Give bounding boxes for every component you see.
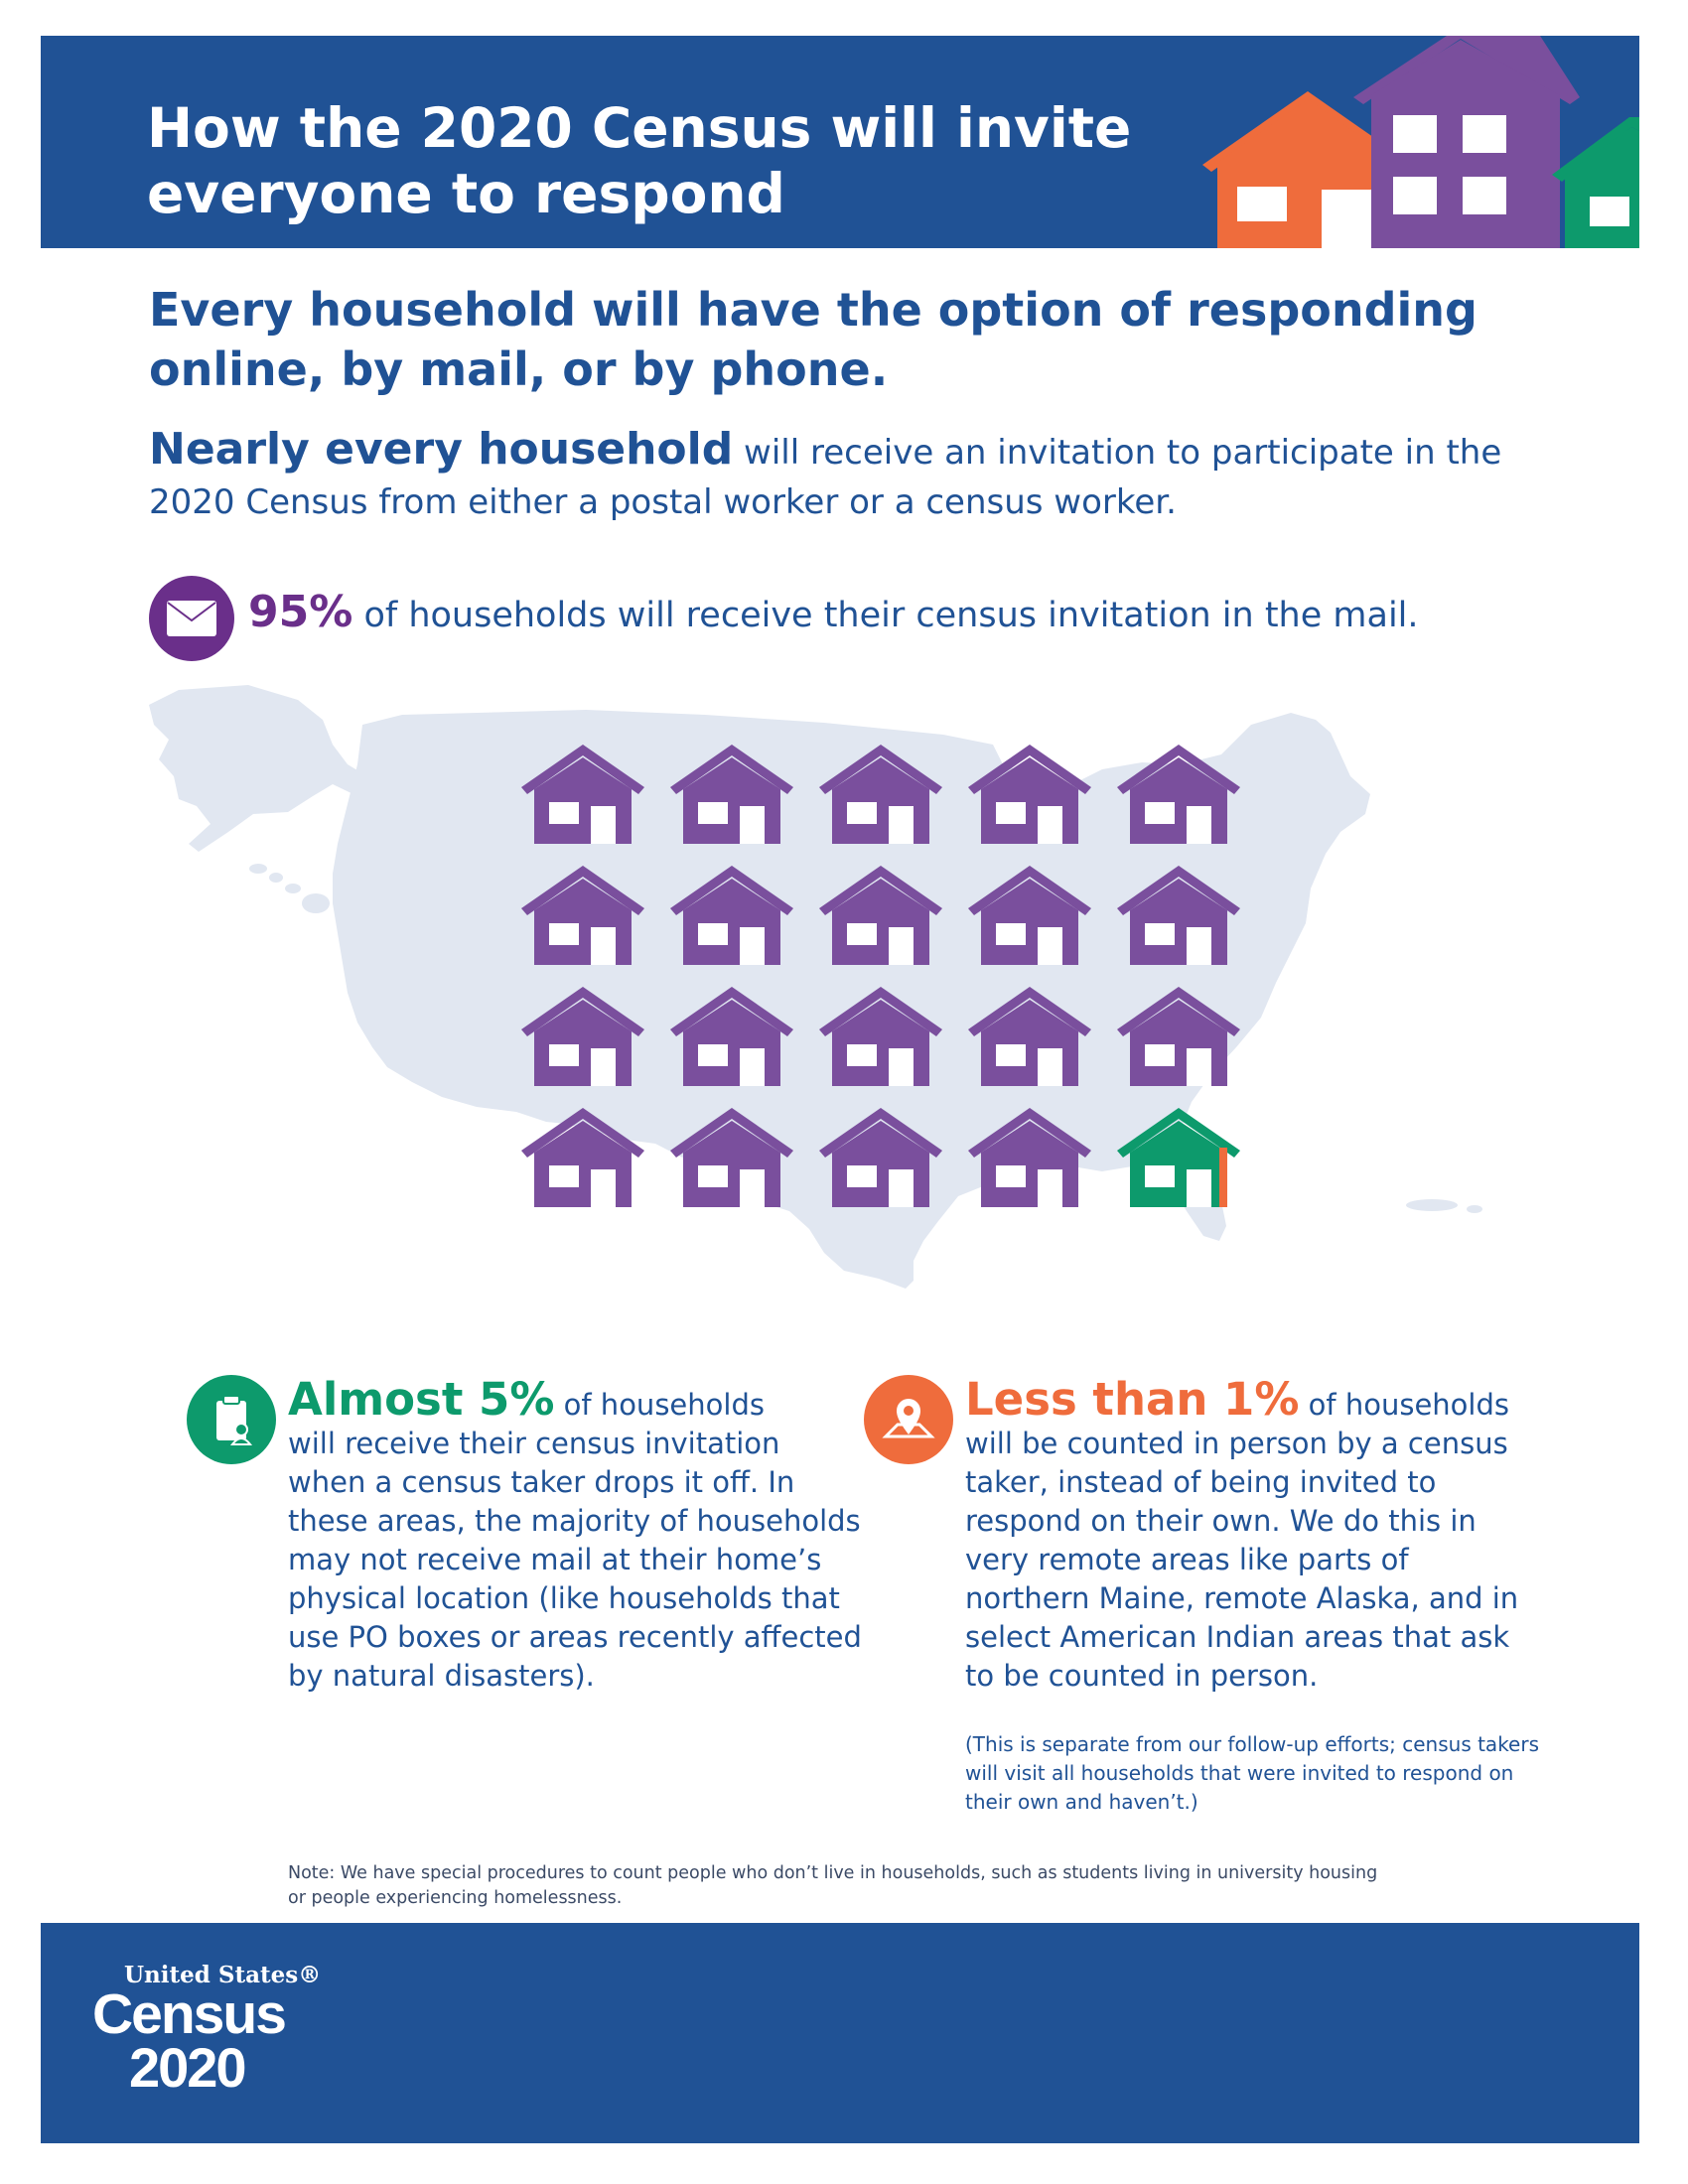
in-person-description: will be counted in person by a census ta… [965,1427,1519,1693]
house-icon [1104,866,1253,987]
in-person-text: Less than 1% of households will be counte… [965,1375,1541,1696]
house-icon [955,987,1104,1108]
intro-lead: Nearly every household [149,424,734,475]
house-icon [657,866,806,987]
house-icon [806,745,955,866]
in-person-note: (This is separate from our follow-up eff… [965,1732,1540,1814]
house-icon [1104,987,1253,1108]
house-icon [657,987,806,1108]
header-houses-illustration [1202,36,1639,248]
us-map-graphic [149,685,1559,1360]
drop-off-description: will receive their census invitation whe… [288,1427,862,1693]
house-icon [508,745,657,866]
header-banner: How the 2020 Census will invite everyone… [41,36,1639,248]
house-icon [657,1108,806,1229]
logo-census: Census [92,1982,287,2046]
house-icon [657,745,806,866]
house-icon [508,987,657,1108]
envelope-icon [149,576,234,661]
intro-rest: will receive an invitation to participat… [149,433,1502,522]
drop-off-amount: Almost 5% [288,1373,555,1426]
house-icon [806,1108,955,1229]
drop-off-text: Almost 5% of households will receive thei… [288,1375,864,1696]
house-icon [955,866,1104,987]
house-icon [955,745,1104,866]
census-logo: United States® Census 2020 [92,1963,321,2096]
map-pin-icon [864,1375,953,1464]
house-icon [1104,745,1253,866]
page-title: How the 2020 Census will invite everyone… [147,96,1132,225]
drop-off-suffix: of households [554,1388,765,1422]
mail-stat: 95% of households will receive their cen… [149,576,1579,661]
house-icon-highlight [1104,1108,1253,1229]
footnote: Note: We have special procedures to coun… [288,1863,1378,1908]
us-map-silhouette [149,685,1482,1289]
mail-description: of households will receive their census … [352,596,1419,635]
logo-year: 2020 [129,2036,247,2099]
intro-paragraph: Nearly every household will receive an i… [149,425,1559,527]
house-icon [806,866,955,987]
clipboard-person-icon [187,1375,276,1464]
house-icon [508,866,657,987]
mail-stat-text: 95% of households will receive their cen… [248,588,1419,640]
mail-percent: 95% [248,587,353,637]
house-icon [806,987,955,1108]
in-person-amount: Less than 1% [965,1373,1300,1426]
in-person-suffix: of households [1299,1388,1509,1422]
house-icon [508,1108,657,1229]
footer-banner: United States® Census 2020 [41,1923,1639,2143]
house-icon [955,1108,1104,1229]
logo-united-states: United States® [124,1962,322,1988]
household-icon-grid [508,745,1253,1229]
headline: Every household will have the option of … [149,283,1477,396]
